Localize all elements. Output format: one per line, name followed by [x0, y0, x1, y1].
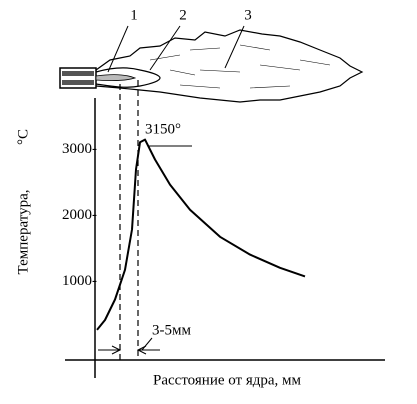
- y-axis-unit: °C: [15, 129, 31, 145]
- y-tick-label: 2000-: [62, 207, 97, 223]
- peak-label: 3150°: [145, 121, 181, 137]
- axes: [65, 98, 385, 378]
- guide-lines: [119, 80, 139, 360]
- y-tick-label: 3000-: [62, 141, 97, 157]
- y-axis-label: Температура,: [15, 190, 31, 275]
- x-axis-label: Расстояние от ядра, мм: [153, 372, 302, 388]
- width-label: 3-5мм: [152, 322, 191, 338]
- width-arrows: [98, 145, 192, 355]
- flame-label: 1: [130, 7, 138, 23]
- flame-label: 2: [179, 7, 187, 23]
- y-tick-label: 1000-: [62, 273, 97, 289]
- flame-label: 3: [244, 7, 252, 23]
- flame-diagram: [59, 25, 364, 103]
- temperature-curve: [96, 138, 306, 331]
